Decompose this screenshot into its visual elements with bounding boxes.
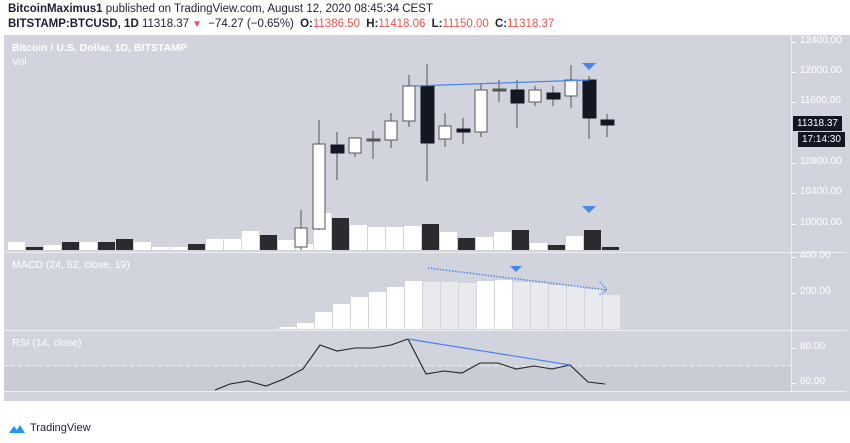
chart-area[interactable]: Bitcoin / U.S. Dollar, 1D, BITSTAMP Vol (4, 35, 850, 415)
macd-dotted-trendline (427, 267, 608, 291)
date-label: 27 (313, 404, 325, 415)
price-label: 11600.00 (800, 95, 841, 106)
date-label: 17 (687, 404, 699, 415)
down-arrow-icon: ▼ (192, 19, 202, 30)
current-price-tag: 11318.37 (793, 116, 842, 131)
last-price: 11318.37 (141, 18, 190, 30)
pane-divider[interactable] (4, 252, 846, 253)
price-change: −74.27 (−0.65%) (208, 18, 294, 30)
high-value: 11418.06 (378, 18, 426, 30)
rsi-title: RSI (14, close) (12, 337, 82, 349)
brand-name: TradingView (30, 422, 91, 434)
down-marker-icon (582, 63, 596, 70)
publish-text: published on TradingView.com, August 12,… (105, 3, 433, 15)
tradingview-branding[interactable]: TradingView (8, 422, 91, 434)
close-value: 11318.37 (507, 18, 555, 30)
high-label: H: (366, 18, 379, 30)
price-divergence-trendline (413, 79, 590, 87)
volume-bars (8, 213, 619, 250)
date-label: 10 (563, 404, 575, 415)
close-label: C: (494, 18, 508, 30)
open-label: O: (300, 18, 313, 30)
date-label: Aug (399, 404, 417, 415)
symbol-info: BITSTAMP:BTCUSD, 1D 11318.37 ▼ −74.27 (−0… (8, 17, 557, 32)
rsi-label: 60.00 (800, 376, 826, 387)
rsi-axis[interactable]: 80.00 60.00 (791, 331, 846, 391)
rsi-pane[interactable]: RSI (14, close) (4, 331, 791, 391)
low-value: 11150.00 (442, 18, 489, 30)
publish-header: BitcoinMaximus1 published on TradingView… (8, 2, 557, 32)
pane-divider[interactable] (4, 330, 846, 331)
volume-label: Vol (12, 56, 27, 68)
down-marker-icon (510, 266, 522, 272)
symbol-name: BITSTAMP:BTCUSD, 1D (8, 18, 139, 30)
rsi-label: 80.00 (800, 341, 826, 352)
price-label: 12400.00 (800, 35, 842, 46)
date-label: 5 (477, 404, 483, 415)
bar-countdown: 17:14:30 (798, 132, 845, 147)
main-pane-title: Bitcoin / U.S. Dollar, 1D, BITSTAMP (12, 42, 187, 54)
macd-pane[interactable]: MACD (24, 52, close, 19) (4, 253, 791, 330)
open-value: 11386.50 (312, 18, 360, 30)
macd-title: MACD (24, 52, close, 19) (12, 259, 130, 271)
price-pane[interactable]: Bitcoin / U.S. Dollar, 1D, BITSTAMP Vol (4, 35, 791, 252)
down-marker-icon (582, 206, 596, 213)
tradingview-logo-icon (9, 425, 25, 433)
price-label: 12000.00 (800, 65, 842, 76)
macd-label: 400.00 (800, 250, 831, 261)
rsi-chart (4, 338, 791, 391)
candles (294, 64, 615, 250)
price-label: 10400.00 (800, 186, 842, 197)
pane-divider (4, 391, 846, 392)
rsi-divergence-trendline (407, 338, 571, 366)
price-axis[interactable]: 12400.00 12000.00 11600.00 11318.37 17:1… (791, 35, 846, 252)
price-label: 10000.00 (800, 217, 842, 228)
publish-info: BitcoinMaximus1 published on TradingView… (8, 2, 557, 17)
macd-axis[interactable]: 400.00 200.00 (791, 250, 846, 330)
price-label: 10800.00 (800, 156, 842, 167)
candlestick-chart (8, 63, 619, 250)
macd-label: 200.00 (800, 286, 831, 297)
macd-histogram (279, 266, 620, 329)
low-label: L: (431, 18, 443, 30)
arrow-head-icon (598, 281, 608, 296)
time-axis[interactable]: 13 20 27 Aug 5 10 17 (4, 392, 791, 415)
date-label: 13 (65, 404, 77, 415)
author-name[interactable]: BitcoinMaximus1 (8, 3, 103, 15)
date-label: 20 (189, 404, 201, 415)
